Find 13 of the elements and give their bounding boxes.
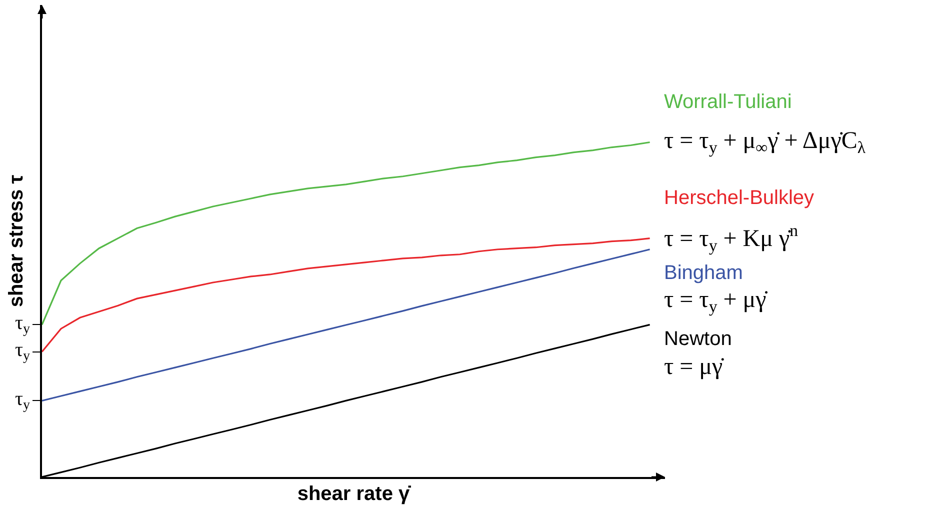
text: τ$_{y}$ bbox=[15, 339, 30, 364]
series-label: Bingham bbox=[664, 262, 743, 284]
annotation: τ = τ$_{y}$ + μγ̇ bbox=[664, 287, 768, 316]
text: τ$_{y}$ bbox=[15, 312, 30, 338]
annotation: τ = τ$_{y}$ + Kμ γ̇$^{n}$ bbox=[664, 221, 799, 256]
annotation: τ = μγ̇ bbox=[664, 354, 725, 380]
series-label: Worrall-Tuliani bbox=[664, 91, 792, 113]
annotation: τ = τ$_{y}$ + μ$_{∞}$γ̇ + Δμγ̇C$_{λ}$ bbox=[664, 128, 866, 158]
x-axis-title: shear rate γ̇ bbox=[297, 482, 412, 505]
y-axis-title: shear stress τ bbox=[5, 174, 28, 308]
text: τ$_{y}$ bbox=[15, 388, 30, 414]
series-label: Herschel-Bulkley bbox=[664, 187, 814, 209]
series-label: Newton bbox=[664, 328, 732, 350]
